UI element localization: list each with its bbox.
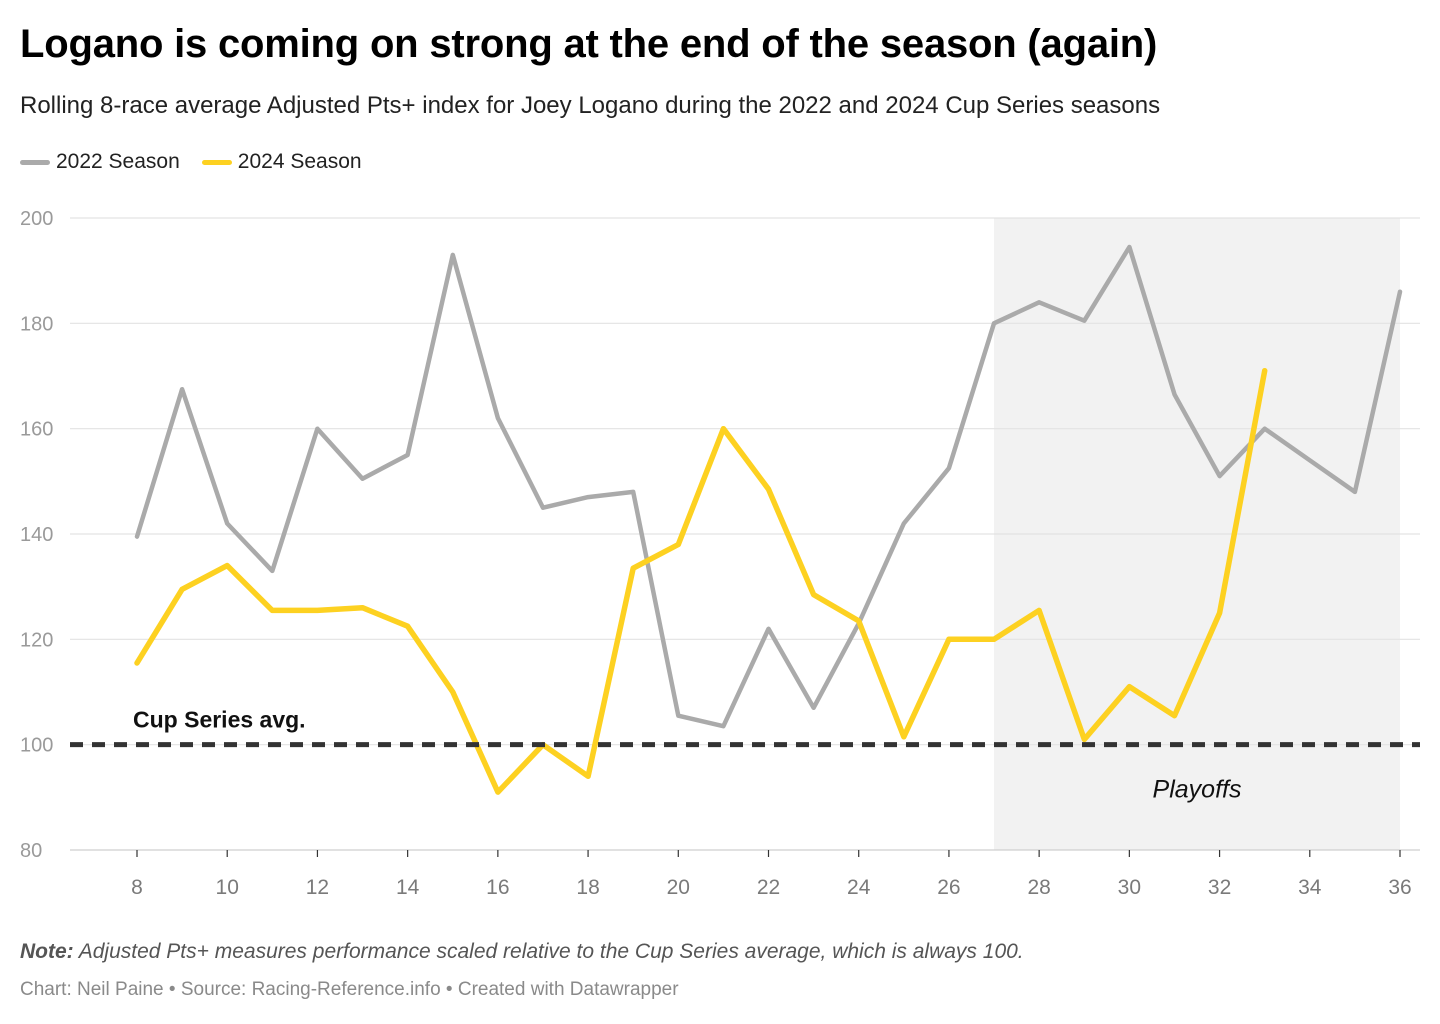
legend-label-2024: 2024 Season	[237, 150, 362, 173]
x-tick-label-26: 26	[937, 876, 960, 899]
x-tick-label-12: 12	[306, 876, 329, 899]
x-tick-label-24: 24	[847, 876, 871, 899]
chart-credits: Chart: Neil Paine • Source: Racing-Refer…	[20, 979, 679, 1000]
legend-label-2022: 2022 Season	[56, 150, 180, 173]
y-tick-label-80: 80	[20, 840, 42, 862]
x-tick-label-28: 28	[1027, 876, 1050, 899]
x-tick-label-20: 20	[667, 876, 690, 899]
y-tick-label-120: 120	[20, 629, 53, 651]
playoffs-label: Playoffs	[1153, 775, 1242, 803]
y-tick-label-160: 160	[20, 419, 53, 441]
series-line-2022-season	[134, 244, 1403, 729]
legend-item-2022: 2022 Season	[20, 150, 180, 174]
x-tick-label-36: 36	[1388, 876, 1411, 899]
line-chart: 80 100 120 140 160 180 200 8 10 12 14 16 18 20 22 24 26 2…	[20, 208, 1420, 899]
x-tick-label-22: 22	[757, 876, 780, 899]
x-tick-label-32: 32	[1208, 876, 1231, 899]
x-tick-label-18: 18	[576, 876, 599, 899]
reference-line-label: Cup Series avg.	[133, 707, 306, 733]
note-text: Adjusted Pts+ measures performance scale…	[78, 940, 1024, 963]
legend-swatch-2024	[201, 159, 232, 165]
legend: 2022 Season 2024 Season	[20, 150, 362, 174]
series-line-2024-season	[134, 367, 1268, 795]
note-label: Note:	[20, 940, 74, 963]
x-tick-label-16: 16	[486, 876, 509, 899]
y-tick-label-200: 200	[20, 208, 53, 230]
x-tick-label-34: 34	[1298, 876, 1322, 899]
chart-subtitle: Rolling 8-race average Adjusted Pts+ ind…	[20, 92, 1161, 119]
x-tick-label-10: 10	[216, 876, 239, 899]
x-tick-label-14: 14	[396, 876, 420, 899]
y-tick-label-140: 140	[20, 524, 53, 546]
legend-swatch-2022	[20, 159, 50, 165]
legend-item-2024: 2024 Season	[201, 150, 362, 174]
x-tick-label-8: 8	[131, 876, 143, 899]
chart-note: Note: Adjusted Pts+ measures performance…	[20, 940, 1024, 964]
x-tick-label-30: 30	[1118, 876, 1141, 899]
chart-title: Logano is coming on strong at the end of…	[20, 22, 1158, 66]
y-tick-label-100: 100	[20, 735, 53, 757]
y-tick-label-180: 180	[20, 313, 53, 335]
